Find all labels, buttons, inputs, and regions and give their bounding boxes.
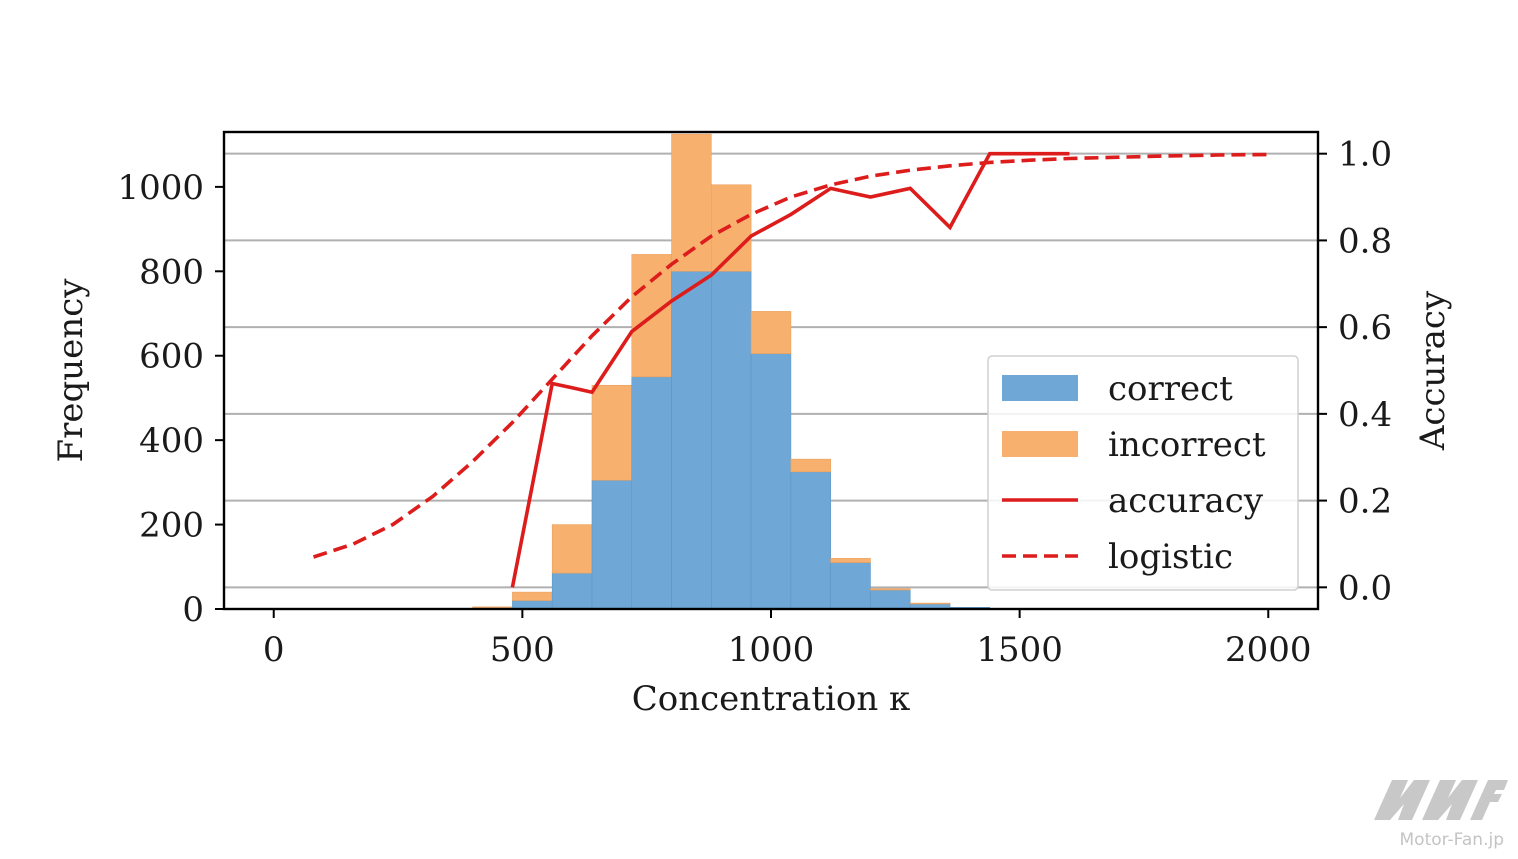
left-y-tick-label: 1000 [117,168,204,208]
bar-correct [711,271,752,610]
right-y-tick-label: 1.0 [1338,135,1392,175]
series-lines [312,151,1269,588]
bar-incorrect [591,384,633,481]
bar-correct [750,353,792,610]
left-y-axis-ticks: 0 200 400 600 800 1000 [117,168,224,630]
bar-incorrect [551,524,593,574]
bar-correct [830,562,871,610]
legend-label-correct: correct [1108,369,1233,409]
x-tick-label: 500 [490,630,555,670]
right-y-tick-label: 0.2 [1338,482,1392,522]
bar-correct [591,479,633,610]
bar-correct [551,572,593,610]
x-tick-label: 2000 [1225,630,1312,670]
left-y-tick-label: 400 [139,421,204,461]
bar-incorrect [750,311,792,354]
x-axis-ticks: 0 500 1000 1500 2000 [263,609,1312,670]
x-tick-label: 0 [263,630,285,670]
bar-correct [512,600,553,610]
bar-incorrect [512,591,553,601]
bar-incorrect [790,458,831,473]
bar-incorrect [870,588,911,591]
watermark: Motor-Fan.jp [1374,780,1508,850]
legend-label-accuracy: accuracy [1108,481,1264,521]
right-y-tick-label: 0.4 [1338,395,1392,435]
right-y-tick-label: 0.0 [1338,568,1392,608]
left-y-tick-label: 0 [182,590,204,630]
x-axis-label: Concentration κ [632,679,911,719]
left-y-tick-label: 600 [139,337,204,377]
logistic-line [312,152,1269,559]
watermark-text: Motor-Fan.jp [1400,830,1505,850]
bar-incorrect [909,602,951,605]
left-y-tick-label: 200 [139,506,204,546]
legend-box [987,355,1299,591]
left-y-tick-label: 800 [139,252,204,292]
legend-swatch-correct [1002,375,1078,401]
left-y-axis-label: Frequency [51,278,91,463]
bar-correct [870,589,911,610]
x-tick-label: 1500 [976,630,1063,670]
right-y-tick-label: 0.6 [1338,308,1392,348]
legend: correct incorrect accuracy logistic [987,355,1299,591]
bar-incorrect [830,558,871,563]
brand-logo [1374,780,1508,820]
legend-swatch-incorrect [1002,431,1078,457]
legend-label-incorrect: incorrect [1108,425,1266,465]
right-y-tick-label: 0.8 [1338,221,1392,261]
right-y-axis-label: Accuracy [1413,290,1453,451]
x-tick-label: 1000 [728,630,815,670]
accuracy-line [510,151,1070,588]
bar-incorrect [711,184,752,272]
right-y-axis-ticks: 0.0 0.2 0.4 0.6 0.8 1.0 [1318,135,1392,608]
legend-label-logistic: logistic [1108,537,1233,577]
bar-correct [631,376,672,610]
bar-correct [671,271,712,610]
bar-correct [790,471,831,610]
